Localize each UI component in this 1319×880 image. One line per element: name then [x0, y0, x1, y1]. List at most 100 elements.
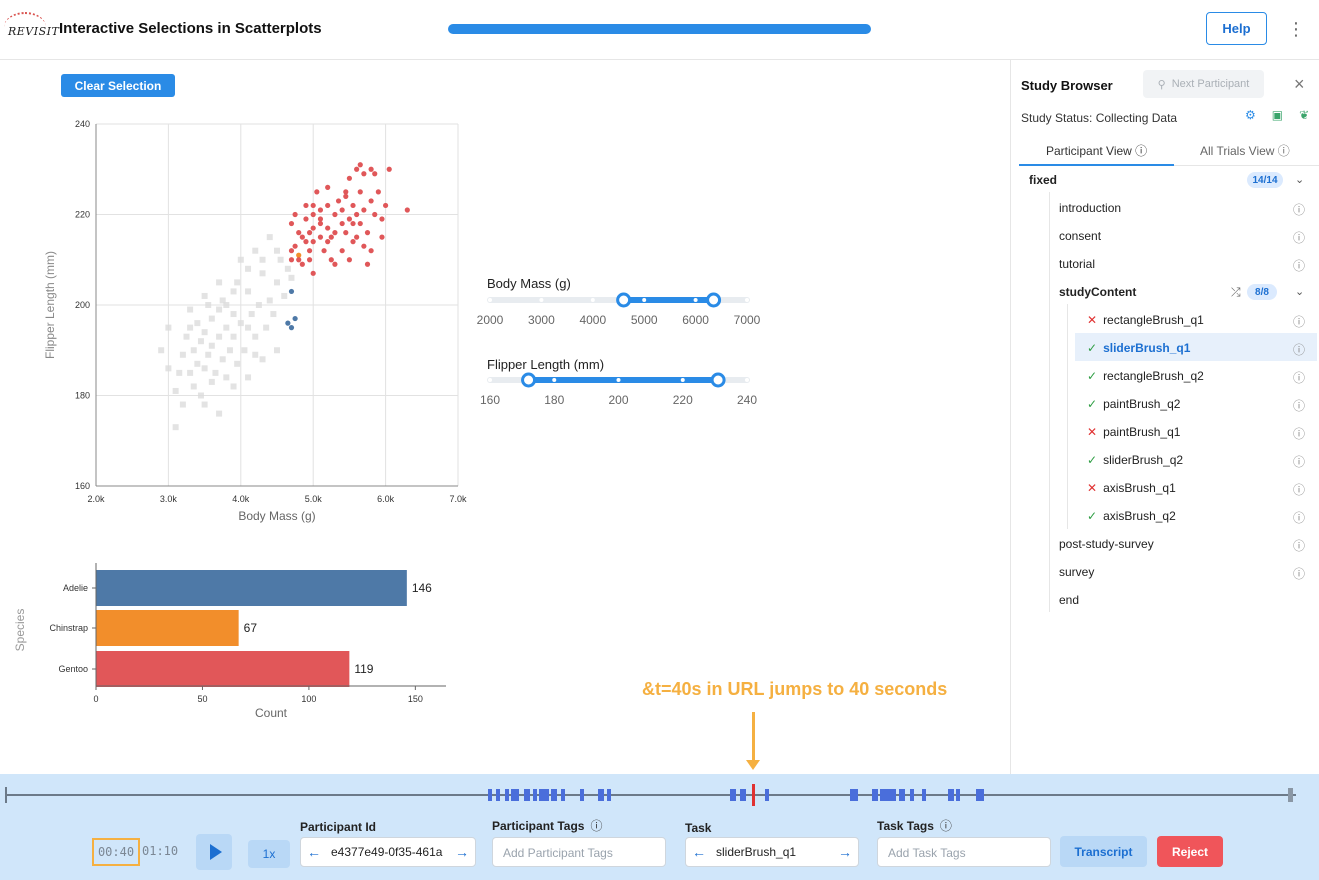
reject-button[interactable]: Reject: [1157, 836, 1223, 867]
info-icon[interactable]: ⓘ: [1293, 315, 1306, 329]
timeline-cursor[interactable]: [752, 784, 755, 806]
previous-participant-icon[interactable]: ←: [307, 844, 321, 860]
tree-trial[interactable]: ✓ sliderBrush_q1: [1087, 341, 1191, 355]
scatter-point: [248, 311, 255, 318]
app-header: REVISIT Interactive Selections in Scatte…: [0, 0, 1319, 60]
kebab-menu-icon[interactable]: ⋮: [1287, 19, 1305, 39]
timeline-event[interactable]: [765, 789, 769, 801]
archive-icon[interactable]: ▣: [1271, 108, 1284, 122]
clear-selection-button[interactable]: Clear Selection: [61, 74, 175, 97]
scatter-point: [328, 257, 334, 263]
timeline-event[interactable]: [539, 789, 549, 801]
next-task-icon[interactable]: →: [838, 844, 852, 860]
timeline-event[interactable]: [899, 789, 905, 801]
transcript-button[interactable]: Transcript: [1060, 836, 1147, 867]
scatter-point: [277, 256, 284, 263]
tab-all-trials-view[interactable]: All Trials View ⓘ: [1200, 144, 1290, 158]
study-browser-panel: Study Browser ⚲ Next Participant × Study…: [1010, 60, 1319, 774]
info-icon[interactable]: ⓘ: [1293, 259, 1306, 273]
scatter-point: [339, 220, 345, 227]
species-bar-chart[interactable]: Adelie 146 Chinstrap 67 Gentoo 119 0 50 100 150 Co…: [0, 555, 480, 730]
tree-root[interactable]: fixed: [1029, 173, 1058, 187]
tree-item[interactable]: survey: [1059, 565, 1095, 579]
timeline-event[interactable]: [524, 789, 530, 801]
timeline-event[interactable]: [922, 789, 926, 801]
timeline-track[interactable]: [6, 794, 1296, 796]
timeline-event[interactable]: [880, 789, 896, 801]
timeline-event[interactable]: [607, 789, 611, 801]
timeline-event[interactable]: [533, 789, 537, 801]
chevron-down-icon[interactable]: ⌄: [1295, 286, 1305, 298]
timeline-event[interactable]: [956, 789, 960, 801]
info-icon[interactable]: ⓘ: [1293, 455, 1306, 469]
tree-item[interactable]: post-study-survey: [1059, 537, 1154, 551]
timeline-event[interactable]: [872, 789, 878, 801]
timeline-event[interactable]: [496, 789, 500, 801]
task-tags-input[interactable]: Add Task Tags: [877, 837, 1051, 867]
next-participant-icon[interactable]: →: [455, 844, 469, 860]
tree-item[interactable]: tutorial: [1059, 257, 1096, 271]
timeline-event[interactable]: [740, 789, 746, 801]
annotation-arrow: [752, 712, 755, 764]
tree-item[interactable]: end: [1059, 593, 1080, 607]
info-icon[interactable]: ⓘ: [1293, 483, 1306, 497]
timeline-event[interactable]: [551, 789, 557, 801]
tree-group[interactable]: studyContent: [1059, 285, 1137, 299]
tab-participant-view[interactable]: Participant View ⓘ: [1046, 144, 1148, 158]
scatter-point: [187, 306, 194, 313]
info-icon[interactable]: ⓘ: [1293, 343, 1306, 357]
tree-trial[interactable]: ✓ sliderBrush_q2: [1087, 453, 1184, 467]
info-icon[interactable]: ⓘ: [1293, 203, 1306, 217]
timeline-event[interactable]: [505, 789, 509, 801]
scatter-point: [310, 270, 316, 276]
participant-id-value: e4377e49-0f35-461a: [331, 845, 443, 859]
info-icon[interactable]: ⓘ: [1293, 539, 1306, 553]
next-participant-label: Next Participant: [1171, 78, 1250, 90]
timeline-event[interactable]: [598, 789, 604, 801]
tree-trial[interactable]: ✓ rectangleBrush_q2: [1087, 369, 1204, 383]
info-icon[interactable]: ⓘ: [1293, 567, 1306, 581]
play-button[interactable]: [196, 834, 232, 870]
next-participant-button[interactable]: ⚲ Next Participant: [1143, 70, 1264, 98]
participant-id-field[interactable]: ← e4377e49-0f35-461a →: [300, 837, 476, 867]
close-icon[interactable]: ×: [1294, 74, 1305, 94]
help-button[interactable]: Help: [1206, 12, 1267, 45]
previous-task-icon[interactable]: ←: [692, 844, 706, 860]
timeline-event[interactable]: [488, 789, 492, 801]
participant-tags-input[interactable]: Add Participant Tags: [492, 837, 666, 867]
scatter-point: [321, 248, 327, 254]
info-icon[interactable]: ⓘ: [1293, 231, 1306, 245]
task-field[interactable]: ← sliderBrush_q1 →: [685, 837, 859, 867]
timeline-event[interactable]: [948, 789, 954, 801]
speed-button[interactable]: 1x: [248, 840, 290, 868]
timeline-event[interactable]: [561, 789, 565, 801]
tree-trial[interactable]: ✓ paintBrush_q2: [1087, 397, 1181, 411]
slider-mark: [745, 378, 749, 382]
chevron-down-icon[interactable]: ⌄: [1295, 174, 1305, 186]
info-icon[interactable]: ⓘ: [1293, 427, 1306, 441]
timeline-event[interactable]: [976, 789, 984, 801]
scatter-point: [223, 374, 230, 381]
leaf-icon[interactable]: ❦: [1299, 108, 1310, 122]
info-icon[interactable]: ⓘ: [1293, 399, 1306, 413]
timeline-event[interactable]: [910, 789, 914, 801]
tree-trial[interactable]: ✕ rectangleBrush_q1: [1087, 313, 1204, 327]
scatter-point: [346, 216, 352, 222]
scatter-point: [368, 248, 374, 254]
timeline-event[interactable]: [730, 789, 736, 801]
tree-trial[interactable]: ✓ axisBrush_q2: [1087, 509, 1176, 523]
range-sliders[interactable]: Body Mass (g) 2000 3000 4000 5000 6000 7000 Fli…: [470, 265, 770, 415]
tree-item[interactable]: introduction: [1059, 201, 1122, 215]
tree-trial[interactable]: ✕ paintBrush_q1: [1087, 425, 1181, 439]
timeline-event[interactable]: [850, 789, 858, 801]
scatter-point: [252, 351, 259, 358]
tree-trial[interactable]: ✕ axisBrush_q1: [1087, 481, 1176, 495]
tree-item[interactable]: consent: [1059, 229, 1102, 243]
timeline-event[interactable]: [511, 789, 519, 801]
url-annotation: &t=40s in URL jumps to 40 seconds: [642, 679, 948, 699]
settings-icon[interactable]: ⚙: [1245, 108, 1256, 122]
info-icon[interactable]: ⓘ: [1293, 371, 1306, 385]
timeline-event[interactable]: [580, 789, 584, 801]
info-icon[interactable]: ⓘ: [1293, 511, 1306, 525]
scatterplot[interactable]: 2.0k 3.0k 4.0k 5.0k 6.0k 7.0k 160 180 200 220 240 B…: [0, 100, 480, 530]
